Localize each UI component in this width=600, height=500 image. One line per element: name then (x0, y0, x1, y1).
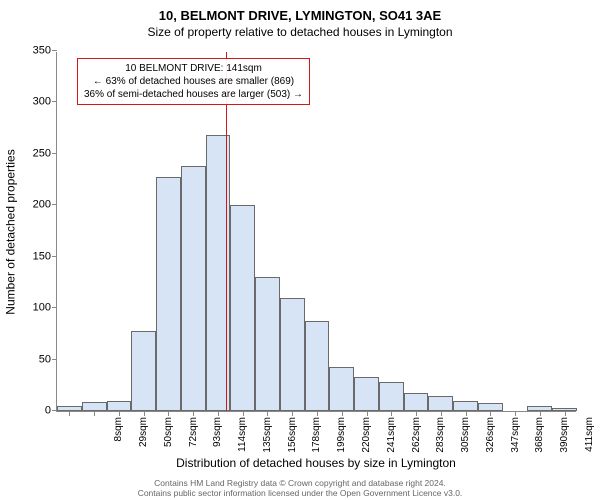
x-tick-mark (540, 411, 541, 416)
x-tick-label: 72sqm (188, 417, 199, 457)
x-tick-mark (69, 411, 70, 416)
x-tick-label: 262sqm (411, 417, 422, 457)
x-tick-mark (267, 411, 268, 416)
y-tick-mark (52, 153, 57, 154)
x-tick-mark (94, 411, 95, 416)
y-tick-mark (52, 204, 57, 205)
x-tick-label: 93sqm (212, 417, 223, 457)
y-tick-mark (52, 101, 57, 102)
plot-area: 0501001502002503003508sqm29sqm50sqm72sqm… (56, 52, 576, 412)
x-tick-mark (243, 411, 244, 416)
x-tick-label: 411sqm (584, 417, 595, 457)
annotation-line: 36% of semi-detached houses are larger (… (84, 88, 303, 101)
chart-subtitle: Size of property relative to detached ho… (0, 23, 600, 39)
x-tick-label: 283sqm (435, 417, 446, 457)
histogram-bar (255, 277, 280, 411)
x-tick-label: 390sqm (559, 417, 570, 457)
footer-line-1: Contains HM Land Registry data © Crown c… (0, 478, 600, 488)
x-tick-label: 50sqm (163, 417, 174, 457)
y-tick-label: 300 (11, 97, 57, 108)
x-tick-label: 199sqm (336, 417, 347, 457)
x-tick-label: 368sqm (534, 417, 545, 457)
x-tick-mark (193, 411, 194, 416)
x-tick-label: 114sqm (237, 417, 248, 457)
x-tick-mark (317, 411, 318, 416)
y-tick-label: 200 (11, 200, 57, 211)
y-tick-label: 50 (11, 354, 57, 365)
x-tick-mark (119, 411, 120, 416)
histogram-bar (354, 377, 379, 411)
x-tick-label: 8sqm (113, 417, 124, 457)
histogram-bar (156, 177, 181, 412)
x-tick-mark (416, 411, 417, 416)
x-tick-mark (292, 411, 293, 416)
annotation-line: ← 63% of detached houses are smaller (86… (84, 75, 303, 88)
annotation-line: 10 BELMONT DRIVE: 141sqm (84, 62, 303, 75)
x-tick-label: 29sqm (138, 417, 149, 457)
attribution-footer: Contains HM Land Registry data © Crown c… (0, 478, 600, 498)
y-tick-mark (52, 256, 57, 257)
x-tick-label: 305sqm (460, 417, 471, 457)
x-tick-mark (391, 411, 392, 416)
histogram-bar (305, 321, 330, 412)
histogram-bar (181, 166, 206, 411)
histogram-bar (453, 401, 478, 411)
histogram-bar (131, 331, 156, 411)
x-tick-mark (441, 411, 442, 416)
x-axis-label: Distribution of detached houses by size … (56, 456, 576, 470)
histogram-bar (230, 205, 255, 411)
x-tick-mark (342, 411, 343, 416)
y-tick-mark (52, 359, 57, 360)
x-tick-label: 135sqm (262, 417, 273, 457)
y-tick-label: 0 (11, 406, 57, 417)
histogram-bar (428, 396, 453, 411)
histogram-bar (404, 393, 429, 412)
chart-title: 10, BELMONT DRIVE, LYMINGTON, SO41 3AE (0, 0, 600, 23)
x-tick-mark (144, 411, 145, 416)
x-tick-mark (218, 411, 219, 416)
x-tick-mark (565, 411, 566, 416)
x-tick-mark (168, 411, 169, 416)
y-tick-label: 350 (11, 46, 57, 57)
histogram-bar (280, 298, 305, 411)
x-tick-label: 347sqm (510, 417, 521, 457)
x-tick-label: 178sqm (311, 417, 322, 457)
footer-line-2: Contains public sector information licen… (0, 488, 600, 498)
x-tick-mark (490, 411, 491, 416)
x-tick-label: 220sqm (361, 417, 372, 457)
x-tick-label: 156sqm (287, 417, 298, 457)
y-tick-label: 150 (11, 251, 57, 262)
y-tick-mark (52, 307, 57, 308)
y-tick-mark (52, 50, 57, 51)
histogram-bar (379, 382, 404, 411)
histogram-bar (329, 367, 354, 411)
x-tick-mark (466, 411, 467, 416)
x-tick-label: 326sqm (485, 417, 496, 457)
x-tick-label: 241sqm (386, 417, 397, 457)
annotation-box: 10 BELMONT DRIVE: 141sqm← 63% of detache… (77, 58, 310, 105)
histogram-bar (107, 401, 132, 411)
y-tick-label: 250 (11, 148, 57, 159)
histogram-bar (478, 403, 503, 411)
x-tick-mark (367, 411, 368, 416)
x-tick-mark (515, 411, 516, 416)
y-tick-label: 100 (11, 303, 57, 314)
histogram-bar (82, 402, 107, 411)
reference-line (226, 52, 227, 411)
